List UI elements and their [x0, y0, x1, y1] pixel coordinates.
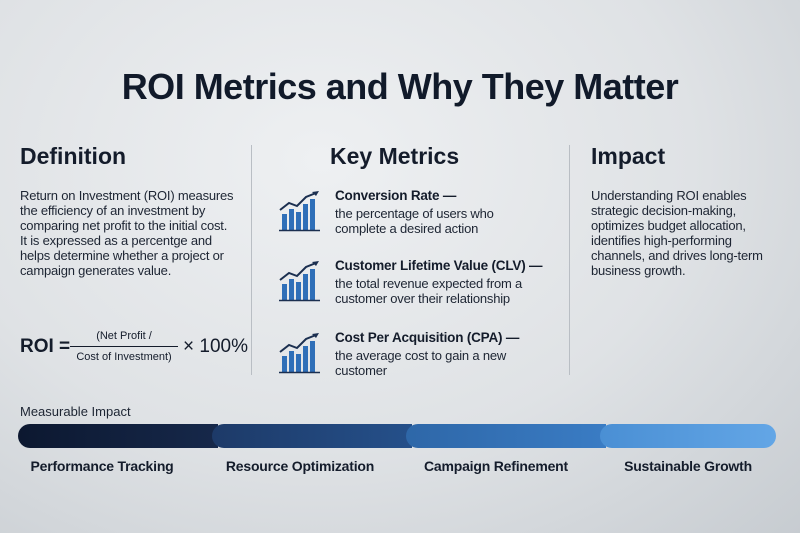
- chart-icon: [279, 191, 320, 232]
- metric: Conversion Rate — the percentage of users…: [278, 188, 558, 238]
- stage-label: Performance Tracking: [30, 458, 174, 474]
- metric: Cost Per Acquisition (CPA) — the average …: [278, 330, 558, 380]
- metric-name: Customer Lifetime Value (CLV) —: [335, 258, 543, 273]
- stage-label: Sustainable Growth: [624, 458, 752, 474]
- stage-label: Campaign Refinement: [424, 458, 568, 474]
- impact-heading: Impact: [591, 143, 666, 169]
- metric-description: the percentage of users who complete a d…: [335, 206, 494, 236]
- bar-segment: [600, 424, 776, 448]
- metric-name: Cost Per Acquisition (CPA) —: [335, 330, 520, 345]
- divider: [251, 145, 252, 375]
- formula-denominator: Cost of Investment): [76, 351, 172, 363]
- metrics-heading: Key Metrics: [330, 143, 460, 169]
- metric-description: the average cost to gain a new customer: [335, 348, 507, 378]
- stage-label: Resource Optimization: [225, 458, 375, 474]
- formula-fraction: (Net Profit / Cost of Investment): [70, 330, 178, 363]
- bar-segment: [18, 424, 218, 448]
- formula-numerator: (Net Profit /: [70, 330, 178, 347]
- definition-text: Return on Investment (ROI) measures the …: [20, 188, 234, 278]
- bar-segment: [406, 424, 606, 448]
- bar-segment: [212, 424, 412, 448]
- formula-multiplier: × 100%: [183, 336, 248, 357]
- impact-text: Understanding ROI enables strategic deci…: [591, 188, 763, 278]
- chart-icon: [279, 333, 320, 374]
- chart-icon: [279, 261, 320, 302]
- metric-description: the total revenue expected from a custom…: [335, 276, 523, 306]
- formula-lhs: ROI =: [20, 336, 71, 357]
- metric: Customer Lifetime Value (CLV) — the total…: [278, 258, 558, 308]
- divider: [569, 145, 570, 375]
- definition-heading: Definition: [20, 143, 127, 169]
- progress-label: Measurable Impact: [20, 404, 131, 419]
- title: ROI Metrics and Why They Matter: [121, 66, 679, 107]
- metric-name: Conversion Rate —: [335, 188, 457, 203]
